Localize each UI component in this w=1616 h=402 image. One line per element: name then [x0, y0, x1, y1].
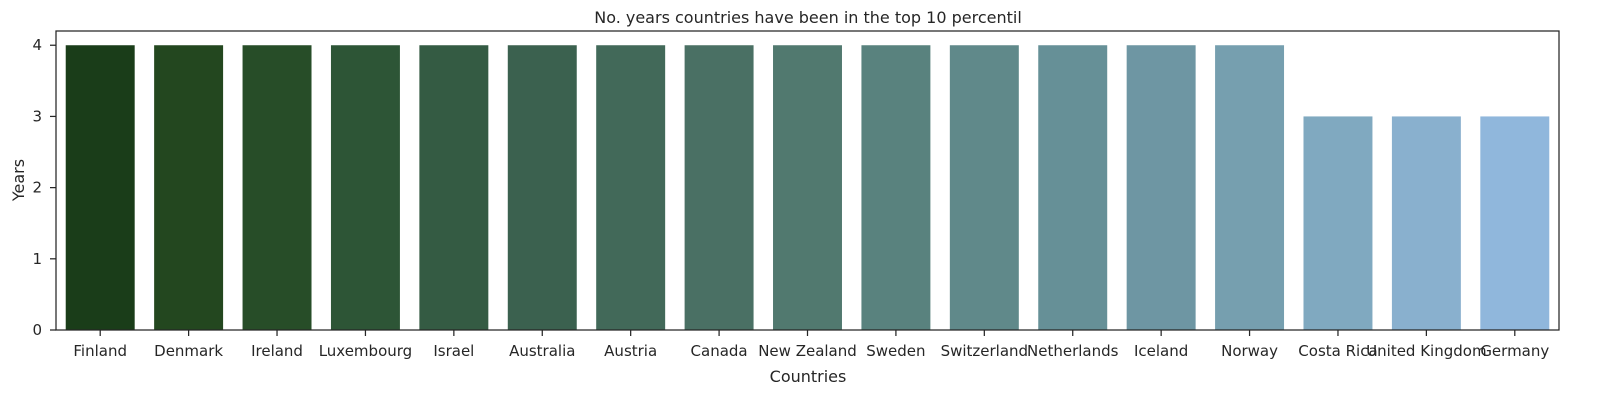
x-tick-label: United Kingdom	[1366, 342, 1486, 360]
bar	[65, 45, 135, 330]
bar	[773, 45, 842, 330]
x-axis-label: Countries	[770, 367, 847, 386]
x-tick-label: Ireland	[251, 342, 303, 360]
bar	[1038, 45, 1108, 330]
x-axis-ticks: Finland Denmark Ireland Luxembourg Israel Aus…	[73, 330, 1549, 360]
bar	[684, 45, 754, 330]
x-tick-label: Austria	[604, 342, 657, 360]
x-tick-label: Australia	[509, 342, 575, 360]
x-tick-label: Canada	[691, 342, 748, 360]
chart-title: No. years countries have been in the top…	[594, 8, 1022, 27]
x-tick-label: Finland	[73, 342, 127, 360]
y-tick-label: 1	[32, 250, 42, 268]
x-tick-label: Switzerland	[941, 342, 1029, 360]
bar	[1480, 116, 1550, 330]
bar	[861, 45, 931, 330]
bar	[330, 45, 400, 330]
x-tick-label: Netherlands	[1027, 342, 1119, 360]
plot-frame	[55, 30, 1560, 331]
x-tick-label: Sweden	[866, 342, 925, 360]
y-tick-label: 2	[32, 179, 42, 197]
x-tick-label: Norway	[1221, 342, 1278, 360]
bar	[949, 45, 1019, 330]
bar	[419, 45, 489, 330]
x-tick-label: Costa Rica	[1298, 342, 1377, 360]
x-tick-label: Iceland	[1134, 342, 1188, 360]
bars	[65, 45, 1550, 330]
x-tick-label: Luxembourg	[319, 342, 413, 360]
x-tick-label: Germany	[1480, 342, 1549, 360]
bar	[1391, 116, 1461, 330]
bar	[1215, 45, 1285, 330]
bar	[596, 45, 666, 330]
bar	[154, 45, 224, 330]
bar	[1126, 45, 1196, 330]
bar	[507, 45, 577, 330]
y-tick-label: 3	[32, 107, 42, 125]
y-tick-label: 0	[32, 321, 42, 339]
y-tick-label: 4	[32, 36, 42, 54]
bar	[242, 45, 312, 330]
y-axis-ticks: 0 1 2 3 4	[32, 36, 56, 339]
x-tick-label: Denmark	[154, 342, 223, 360]
y-axis-label: Years	[9, 159, 28, 202]
x-tick-label: New Zealand	[758, 342, 857, 360]
bar	[1303, 116, 1373, 330]
x-tick-label: Israel	[433, 342, 474, 360]
